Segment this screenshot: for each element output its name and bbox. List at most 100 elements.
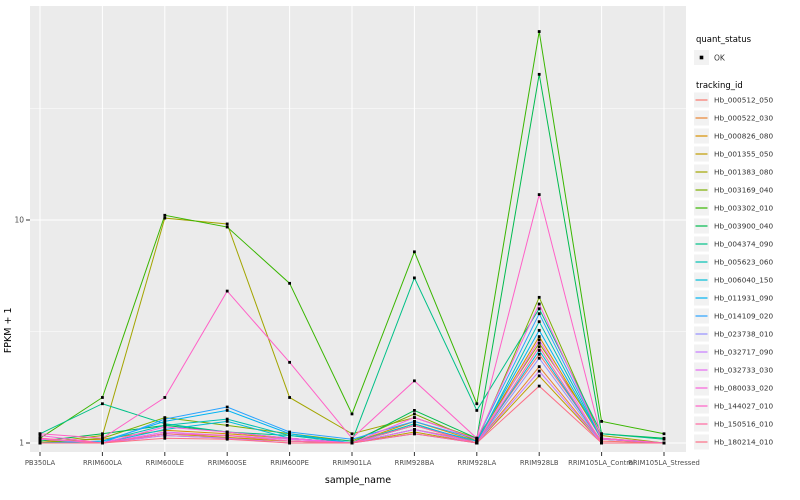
data-point (475, 436, 479, 440)
data-point (163, 417, 167, 421)
x-tick-label: RRIM105LA_Stressed (628, 459, 700, 467)
data-point (350, 439, 354, 443)
legend-title-quant-status: quant_status (696, 35, 752, 45)
data-point (101, 434, 104, 437)
data-point (225, 405, 229, 409)
data-point (38, 439, 42, 443)
y-axis-title: FPKM + 1 (3, 308, 14, 354)
legend-label-tracking-id: Hb_001355_050 (714, 150, 774, 159)
data-point (537, 345, 541, 349)
legend-label-tracking-id: Hb_023738_010 (714, 330, 774, 339)
data-point (537, 369, 541, 373)
legend-label-tracking-id: Hb_004374_090 (714, 240, 774, 249)
data-point (475, 441, 479, 445)
data-point (537, 312, 541, 316)
data-point (413, 409, 416, 412)
data-point (413, 276, 416, 280)
legend-label-tracking-id: Hb_032733_030 (714, 366, 774, 375)
legend-label-ok: OK (714, 54, 726, 63)
data-point (413, 432, 416, 436)
legend-label-tracking-id: Hb_032717_090 (714, 348, 774, 357)
legend-label-tracking-id: Hb_011931_090 (714, 294, 774, 303)
data-point (225, 432, 229, 436)
x-tick-label: RRIM600LE (146, 459, 184, 467)
data-point (163, 419, 167, 423)
x-tick-label: RRIM600LA (83, 459, 122, 467)
data-point (225, 409, 229, 412)
data-point (537, 384, 541, 388)
data-point (288, 430, 291, 434)
panel-background (30, 6, 686, 452)
data-point (600, 436, 603, 440)
legend-label-tracking-id: Hb_000826_080 (714, 132, 774, 141)
data-point (475, 439, 479, 443)
data-point (413, 250, 416, 254)
data-point (537, 352, 541, 356)
x-tick-label: PB350LA (25, 459, 56, 467)
x-tick-label: RRIM600SE (208, 459, 247, 467)
legend-label-tracking-id: Hb_150516_010 (714, 420, 774, 429)
data-point (413, 422, 416, 426)
data-point (537, 374, 541, 378)
legend-label-tracking-id: Hb_080033_020 (714, 384, 774, 393)
data-point (38, 441, 42, 445)
data-point (163, 434, 167, 437)
data-point (288, 432, 291, 436)
data-point (537, 302, 541, 306)
data-point (288, 360, 291, 364)
data-point (288, 441, 291, 445)
data-point (163, 216, 167, 220)
y-tick-label: 1 (19, 439, 24, 448)
data-point (537, 356, 541, 360)
legend-title-tracking-id: tracking_id (696, 81, 743, 91)
legend-label-tracking-id: Hb_003169_040 (714, 186, 774, 195)
data-point (537, 335, 541, 339)
data-point (537, 341, 541, 345)
data-point (225, 437, 229, 441)
x-tick-label: RRIM105LA_Control (568, 459, 635, 467)
data-point (537, 193, 541, 196)
data-point (537, 72, 541, 76)
data-point (413, 423, 416, 427)
data-point (101, 439, 104, 443)
legend-label-tracking-id: Hb_014109_020 (714, 312, 774, 321)
legend-label-tracking-id: Hb_005623_060 (714, 258, 774, 267)
data-point (537, 328, 541, 332)
data-point (225, 430, 229, 434)
data-point (38, 436, 42, 440)
data-point (101, 441, 104, 445)
data-point (38, 434, 42, 437)
x-tick-label: RRIM928LB (520, 459, 559, 467)
data-point (600, 441, 603, 445)
data-point (101, 396, 104, 399)
data-point (413, 419, 416, 423)
data-point (600, 439, 603, 443)
data-point (163, 428, 167, 431)
data-point (600, 419, 603, 423)
data-point (537, 295, 541, 299)
x-tick-label: RRIM928BA (395, 459, 435, 467)
x-tick-label: RRIM928LA (457, 459, 496, 467)
legend-label-tracking-id: Hb_000522_030 (714, 114, 774, 123)
data-point (537, 338, 541, 342)
data-point (662, 437, 666, 441)
data-point (413, 430, 416, 434)
data-point (225, 434, 229, 437)
data-point (600, 432, 603, 436)
data-point (475, 402, 479, 406)
data-point (163, 425, 167, 429)
legend-label-tracking-id: Hb_180214_010 (714, 438, 774, 447)
legend-label-tracking-id: Hb_001383_080 (714, 168, 774, 177)
data-point (163, 416, 167, 419)
data-point (163, 430, 167, 434)
data-point (101, 436, 104, 440)
data-point (288, 434, 291, 437)
legend-label-tracking-id: Hb_144027_010 (714, 402, 774, 411)
data-point (225, 423, 229, 427)
data-point (350, 432, 354, 436)
legend-label-tracking-id: Hb_006040_150 (714, 276, 774, 285)
data-point (163, 432, 167, 436)
data-point (413, 412, 416, 416)
data-point (163, 213, 167, 217)
